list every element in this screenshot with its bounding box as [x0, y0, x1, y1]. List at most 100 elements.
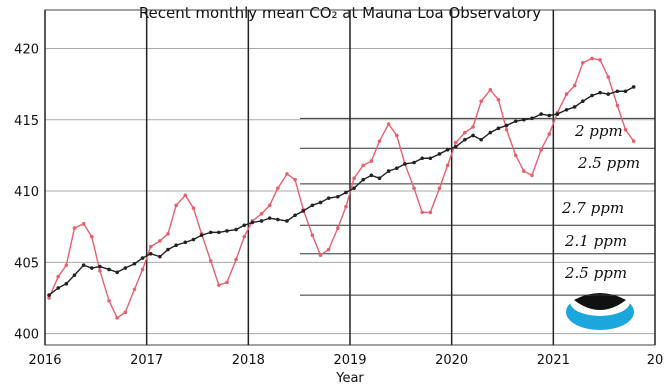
- data-point: [98, 269, 102, 273]
- data-point: [445, 147, 450, 152]
- data-point: [598, 90, 602, 95]
- data-point: [301, 209, 306, 213]
- data-point: [217, 283, 221, 287]
- handwritten-note: 2.5 ppm: [577, 154, 640, 172]
- data-point: [132, 261, 137, 266]
- data-point: [590, 93, 594, 98]
- data-point: [174, 243, 178, 248]
- data-point: [403, 162, 407, 166]
- data-point: [479, 99, 483, 104]
- data-point: [64, 281, 69, 286]
- data-point: [369, 173, 374, 178]
- data-point: [513, 119, 518, 123]
- data-point: [572, 83, 577, 88]
- y-tick-label: 405: [14, 256, 39, 271]
- data-point: [183, 240, 188, 245]
- data-point: [344, 204, 348, 209]
- data-point: [267, 203, 272, 208]
- data-point: [191, 206, 196, 210]
- x-tick-label: 2021: [537, 353, 570, 368]
- data-point: [158, 254, 162, 259]
- data-point: [148, 244, 153, 249]
- y-tick-label: 415: [14, 114, 39, 129]
- data-point: [64, 263, 69, 267]
- data-point: [606, 92, 611, 96]
- noaa-logo: [566, 288, 634, 330]
- data-point: [326, 247, 331, 252]
- data-point: [267, 216, 272, 220]
- data-point: [225, 280, 229, 285]
- data-point: [259, 219, 264, 223]
- data-point: [564, 107, 569, 112]
- data-point: [199, 233, 204, 238]
- data-point: [285, 172, 289, 176]
- data-point: [115, 316, 119, 320]
- handwritten-note: 2.7 ppm: [561, 199, 624, 217]
- data-point: [285, 219, 289, 223]
- data-point: [496, 98, 501, 102]
- y-tick-label: 420: [14, 42, 39, 57]
- data-point: [513, 153, 518, 158]
- data-point: [336, 226, 340, 230]
- data-point: [344, 190, 348, 195]
- x-tick-label: 2017: [130, 353, 163, 368]
- chart-title: Recent monthly mean CO₂ at Mauna Loa Obs…: [139, 4, 541, 22]
- data-point: [140, 267, 145, 272]
- data-point: [208, 230, 213, 235]
- data-point: [140, 256, 145, 260]
- data-point: [581, 60, 585, 65]
- data-point: [496, 126, 501, 131]
- data-point: [123, 266, 128, 270]
- data-point: [318, 253, 323, 257]
- data-point: [310, 233, 315, 238]
- data-point: [310, 203, 315, 208]
- data-point: [437, 152, 442, 156]
- data-point: [386, 122, 391, 126]
- data-point: [326, 196, 331, 200]
- data-point: [361, 177, 366, 182]
- data-point: [539, 147, 543, 152]
- handwritten-note: 2.5 ppm: [564, 264, 627, 282]
- data-point: [123, 310, 128, 315]
- data-point: [98, 264, 102, 269]
- data-point: [555, 112, 560, 116]
- data-point: [276, 217, 280, 222]
- data-point: [81, 222, 86, 226]
- data-point: [166, 232, 170, 236]
- data-point: [225, 229, 229, 233]
- data-point: [564, 92, 569, 96]
- data-point: [352, 186, 356, 190]
- data-point: [361, 163, 366, 168]
- data-point: [56, 274, 61, 279]
- data-point: [352, 176, 356, 181]
- data-point: [191, 237, 196, 242]
- x-tick-label: 2019: [333, 353, 366, 368]
- data-point: [72, 273, 77, 277]
- data-point: [606, 75, 611, 79]
- data-point: [420, 210, 424, 215]
- data-point: [463, 137, 467, 142]
- data-point: [463, 130, 467, 135]
- data-point: [539, 112, 543, 116]
- series-line: [48, 86, 634, 296]
- data-point: [183, 193, 188, 198]
- data-point: [394, 133, 399, 138]
- y-tick-label: 410: [14, 185, 39, 200]
- data-point: [47, 296, 51, 300]
- data-point: [623, 89, 628, 94]
- x-tick-label: 20: [647, 353, 664, 368]
- data-point: [572, 105, 577, 109]
- data-point: [386, 169, 391, 173]
- data-point: [208, 259, 213, 263]
- data-point: [428, 210, 433, 215]
- data-point: [56, 286, 61, 290]
- data-point: [115, 270, 119, 275]
- data-point: [166, 247, 170, 252]
- data-point: [107, 267, 111, 272]
- data-point: [420, 156, 424, 161]
- data-point: [158, 239, 162, 243]
- data-point: [631, 85, 636, 89]
- x-axis-label: Year: [335, 371, 364, 386]
- handwritten-note: 2.1 ppm: [564, 232, 627, 250]
